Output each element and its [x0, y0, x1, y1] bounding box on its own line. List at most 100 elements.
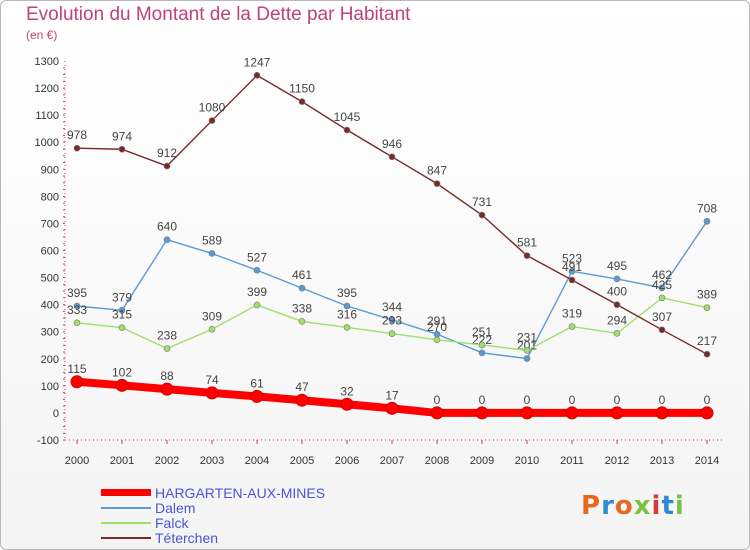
x-tick-label: 2003	[200, 455, 224, 467]
data-point	[568, 276, 576, 284]
data-point	[70, 375, 84, 389]
chart-title: Evolution du Montant de la Dette par Hab…	[26, 4, 411, 25]
data-point	[205, 386, 219, 400]
data-label: 115	[67, 362, 86, 376]
data-point	[478, 341, 486, 349]
chart-legend: HARGARTEN-AUX-MINES Dalem Falck Téterchen	[101, 484, 326, 546]
data-label: 847	[427, 164, 447, 178]
data-point	[433, 180, 441, 187]
y-tick-label: 200	[41, 354, 59, 366]
data-point	[163, 345, 171, 352]
data-point	[340, 397, 354, 411]
y-tick-label: -100	[37, 435, 59, 447]
data-label: 400	[607, 285, 627, 299]
data-label: 17	[385, 388, 399, 402]
data-label: 0	[479, 393, 486, 407]
legend-swatch	[101, 489, 151, 496]
y-tick-label: 700	[41, 218, 59, 230]
data-label: 1080	[199, 101, 226, 115]
data-point	[565, 406, 579, 420]
legend-label: Téterchen	[155, 529, 219, 546]
x-tick-label: 2007	[380, 455, 404, 467]
data-label: 294	[607, 313, 627, 327]
data-label: 270	[427, 320, 447, 334]
y-tick-label: 0	[53, 408, 59, 420]
data-point	[388, 316, 396, 324]
data-label: 217	[697, 334, 717, 348]
data-point	[703, 350, 711, 358]
data-point	[298, 284, 306, 292]
legend-label: Dalem	[155, 499, 196, 516]
data-point	[253, 301, 261, 309]
x-tick-label: 2013	[650, 455, 674, 467]
data-label: 1247	[244, 55, 271, 69]
data-point	[298, 318, 306, 325]
data-label: 379	[112, 290, 132, 304]
x-tick-label: 2010	[515, 455, 539, 467]
data-point	[478, 211, 486, 219]
data-label: 88	[160, 369, 174, 383]
data-label: 0	[659, 393, 666, 407]
data-label: 708	[697, 201, 717, 215]
y-tick-label: 500	[41, 273, 59, 285]
data-label: 527	[247, 250, 267, 264]
data-point	[475, 406, 489, 420]
logo-letter: i	[651, 491, 662, 521]
logo-letter: t	[661, 491, 675, 521]
legend-item: Téterchen	[101, 529, 325, 546]
x-tick-label: 2004	[245, 455, 269, 467]
data-label: 315	[112, 308, 132, 322]
x-tick-label: 2006	[335, 455, 359, 467]
y-tick-label: 600	[41, 246, 59, 258]
legend-item: HARGARTEN-AUX-MINES	[101, 484, 326, 501]
data-point	[208, 325, 216, 333]
data-label: 0	[524, 393, 531, 407]
data-label: 102	[112, 365, 132, 379]
data-point	[703, 217, 711, 225]
x-tick-label: 2011	[560, 455, 584, 467]
data-label: 238	[157, 328, 177, 342]
data-point	[523, 252, 531, 259]
data-label: 74	[205, 373, 219, 387]
data-label: 389	[697, 288, 717, 302]
data-label: 344	[382, 300, 402, 314]
x-tick-label: 2005	[290, 455, 314, 467]
legend-label: HARGARTEN-AUX-MINES	[155, 484, 326, 501]
data-point	[343, 324, 351, 331]
data-label: 640	[157, 220, 177, 234]
y-tick-label: 800	[41, 191, 59, 203]
data-label: 523	[562, 251, 582, 265]
data-label: 395	[337, 286, 357, 300]
chart-unit: (en €)	[26, 28, 58, 42]
data-point	[655, 406, 669, 420]
data-label: 425	[652, 278, 672, 292]
data-point	[385, 401, 399, 415]
data-point	[115, 378, 129, 392]
y-tick-label: 400	[41, 300, 59, 312]
data-point	[208, 250, 216, 257]
data-point	[523, 347, 531, 354]
data-point	[703, 304, 711, 311]
data-label: 0	[614, 393, 621, 407]
x-tick-label: 2002	[155, 455, 179, 467]
data-point	[250, 389, 264, 403]
y-tick-label: 1200	[35, 83, 59, 95]
data-label: 974	[112, 129, 132, 143]
data-point	[658, 294, 666, 302]
x-tick-label: 2001	[110, 455, 134, 467]
data-point	[388, 153, 396, 161]
data-point	[568, 323, 576, 330]
y-tick-label: 1000	[35, 137, 59, 149]
data-label: 0	[569, 393, 576, 407]
logo-letter: r	[601, 491, 615, 521]
y-tick-label: 1100	[35, 110, 59, 122]
data-point	[73, 319, 81, 327]
y-tick-label: 900	[41, 164, 59, 176]
data-label: 0	[434, 393, 441, 407]
data-label: 395	[67, 286, 87, 300]
data-point	[118, 307, 126, 314]
x-tick-label: 2000	[65, 455, 89, 467]
logo-letter: x	[633, 491, 652, 521]
data-label: 581	[517, 236, 537, 250]
